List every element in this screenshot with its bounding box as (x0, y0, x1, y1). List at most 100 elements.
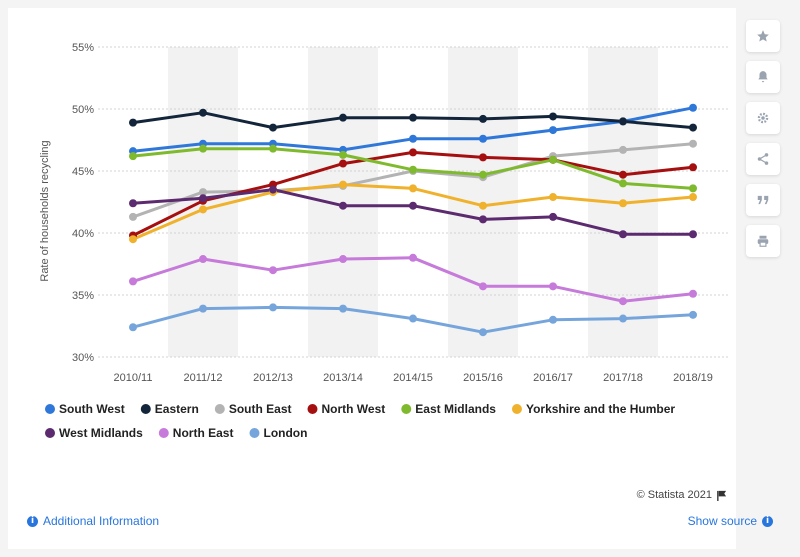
data-point[interactable] (409, 165, 417, 174)
additional-information-link[interactable]: i Additional Information (27, 514, 159, 528)
data-point[interactable] (199, 205, 207, 214)
y-tick-label: 35% (72, 290, 94, 302)
legend-marker (214, 404, 225, 414)
data-point[interactable] (689, 184, 697, 193)
data-point[interactable] (549, 126, 557, 135)
data-point[interactable] (549, 212, 557, 221)
show-source-link[interactable]: Show source i (688, 514, 773, 528)
data-point[interactable] (549, 155, 557, 164)
data-point[interactable] (479, 201, 487, 210)
legend-item[interactable]: North West (307, 402, 385, 416)
data-point[interactable] (689, 289, 697, 298)
gear-icon (757, 112, 769, 124)
show-source-label: Show source (687, 514, 757, 528)
data-point[interactable] (339, 255, 347, 264)
data-point[interactable] (689, 310, 697, 319)
data-point[interactable] (549, 282, 557, 291)
share-button[interactable] (746, 143, 780, 175)
data-point[interactable] (269, 144, 277, 153)
data-point[interactable] (199, 108, 207, 117)
data-point[interactable] (269, 123, 277, 132)
data-point[interactable] (549, 193, 557, 202)
cite-button[interactable] (746, 184, 780, 216)
data-point[interactable] (689, 103, 697, 112)
data-point[interactable] (129, 235, 137, 244)
data-point[interactable] (479, 328, 487, 337)
legend-item[interactable]: Eastern (140, 402, 199, 416)
data-point[interactable] (479, 153, 487, 162)
data-point[interactable] (199, 255, 207, 264)
legend-item[interactable]: South West (45, 402, 125, 416)
data-point[interactable] (619, 117, 627, 126)
data-point[interactable] (479, 282, 487, 291)
data-point[interactable] (549, 315, 557, 324)
x-tick-label: 2018/19 (673, 372, 713, 384)
settings-button[interactable] (746, 102, 780, 134)
data-point[interactable] (619, 170, 627, 179)
legend-item[interactable]: London (249, 426, 307, 440)
data-point[interactable] (129, 199, 137, 208)
data-point[interactable] (269, 266, 277, 275)
data-point[interactable] (689, 163, 697, 172)
data-point[interactable] (409, 184, 417, 193)
data-point[interactable] (339, 113, 347, 122)
data-point[interactable] (409, 134, 417, 143)
data-point[interactable] (339, 180, 347, 189)
print-button[interactable] (746, 225, 780, 257)
data-point[interactable] (339, 150, 347, 159)
data-point[interactable] (129, 118, 137, 127)
data-point[interactable] (129, 152, 137, 161)
statista-credit[interactable]: © Statista 2021 (637, 489, 727, 501)
x-tick-label: 2013/14 (323, 372, 363, 384)
data-point[interactable] (619, 230, 627, 239)
data-point[interactable] (619, 297, 627, 306)
data-point[interactable] (199, 194, 207, 203)
data-point[interactable] (409, 201, 417, 210)
data-point[interactable] (689, 139, 697, 148)
legend-item[interactable]: West Midlands (45, 426, 143, 440)
data-point[interactable] (199, 188, 207, 197)
legend-label: Eastern (155, 402, 199, 416)
data-point[interactable] (129, 212, 137, 221)
data-point[interactable] (619, 314, 627, 323)
data-point[interactable] (199, 144, 207, 153)
data-point[interactable] (129, 277, 137, 286)
data-point[interactable] (689, 123, 697, 132)
data-point[interactable] (479, 114, 487, 123)
legend-label: South West (59, 402, 125, 416)
flag-icon (717, 490, 727, 501)
data-point[interactable] (619, 179, 627, 188)
y-tick-label: 55% (72, 42, 94, 54)
data-point[interactable] (619, 145, 627, 154)
data-point[interactable] (339, 201, 347, 210)
info-icon: i (27, 515, 38, 527)
data-point[interactable] (339, 159, 347, 168)
data-point[interactable] (129, 323, 137, 332)
favorite-button[interactable] (746, 20, 780, 52)
data-point[interactable] (479, 170, 487, 179)
data-point[interactable] (549, 112, 557, 121)
data-point[interactable] (409, 113, 417, 122)
data-point[interactable] (619, 199, 627, 208)
alert-button[interactable] (746, 61, 780, 93)
x-tick-label: 2011/12 (184, 372, 223, 384)
legend-item[interactable]: North East (158, 426, 234, 440)
legend-label: North East (173, 426, 234, 440)
data-point[interactable] (689, 230, 697, 239)
data-point[interactable] (479, 215, 487, 224)
data-point[interactable] (409, 314, 417, 323)
data-point[interactable] (689, 193, 697, 202)
line-chart: 30% 35% 40% 45% 50% 55% 2010/11 2011/12 2012/13… (39, 42, 728, 440)
data-point[interactable] (409, 253, 417, 262)
data-point[interactable] (269, 185, 277, 194)
data-point[interactable] (479, 134, 487, 143)
legend-label: South East (229, 402, 292, 416)
legend-item[interactable]: Yorkshire and the Humber (511, 402, 675, 416)
legend-item[interactable]: East Midlands (401, 402, 496, 416)
bell-icon (758, 71, 768, 83)
data-point[interactable] (339, 304, 347, 313)
data-point[interactable] (199, 304, 207, 313)
data-point[interactable] (269, 303, 277, 312)
data-point[interactable] (409, 148, 417, 157)
legend-item[interactable]: South East (214, 402, 292, 416)
